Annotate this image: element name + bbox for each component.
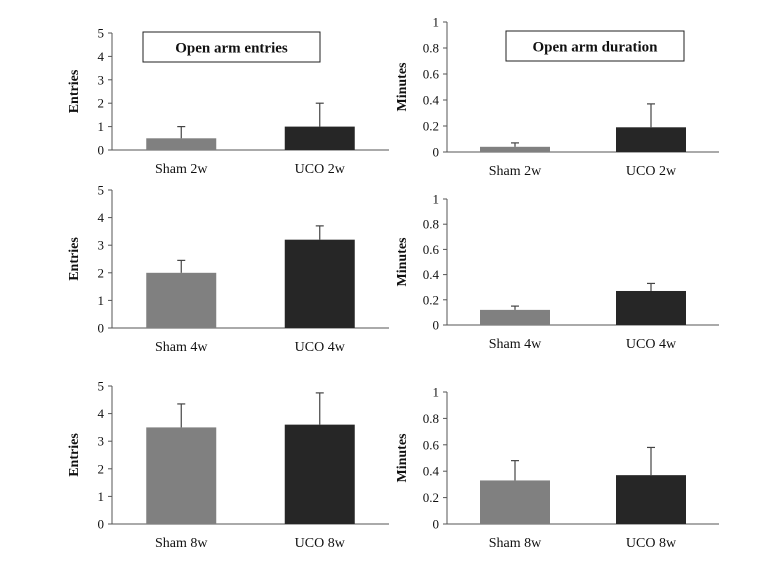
y-tick-label: 0 bbox=[98, 143, 105, 158]
y-tick-label: 0.8 bbox=[423, 217, 439, 232]
y-axis-label: Entries bbox=[67, 237, 82, 281]
y-axis-label: Minutes bbox=[395, 433, 410, 483]
y-tick-label: 0.4 bbox=[423, 464, 440, 479]
bar-sham-2w bbox=[480, 146, 550, 152]
y-tick-label: 0.8 bbox=[423, 41, 439, 56]
chart-panel-4: 0 0.2 0.4 0.6 0.8 1 Minutes Sham 4w UCO 4w bbox=[395, 192, 719, 352]
chart-panel-3: 0 1 2 3 4 5 Entries Sham 4w UCO 4w bbox=[67, 183, 389, 355]
category-label: Sham 2w bbox=[155, 162, 208, 177]
y-tick-label: 1 bbox=[98, 489, 105, 504]
y-axis-label: Minutes bbox=[395, 237, 410, 287]
category-label: UCO 8w bbox=[295, 536, 346, 551]
bar-uco-4w bbox=[284, 239, 355, 328]
y-tick-label: 3 bbox=[98, 238, 105, 253]
y-tick-label: 0 bbox=[433, 517, 440, 532]
y-tick-label: 0.6 bbox=[423, 67, 440, 82]
category-label: Sham 2w bbox=[489, 164, 542, 179]
y-tick-label: 0.2 bbox=[423, 292, 439, 307]
y-tick-label: 0.2 bbox=[423, 119, 439, 134]
category-label: Sham 8w bbox=[155, 536, 208, 551]
y-tick-label: 3 bbox=[98, 434, 105, 449]
bar-uco-4w bbox=[616, 290, 686, 325]
y-axis-label: Entries bbox=[67, 433, 82, 477]
y-tick-label: 1 bbox=[433, 192, 440, 207]
y-tick-label: 2 bbox=[98, 96, 105, 111]
y-tick-label: 1 bbox=[98, 119, 105, 134]
chart-title: Open arm entries bbox=[175, 41, 288, 57]
category-label: Sham 4w bbox=[489, 337, 542, 352]
y-tick-label: 3 bbox=[98, 72, 105, 87]
y-tick-label: 0.2 bbox=[423, 490, 439, 505]
y-tick-label: 5 bbox=[98, 183, 105, 198]
chart-title-box bbox=[142, 31, 321, 63]
chart-panel-1: 0 1 2 3 4 5 Entries Sham 2w UCO 2w Open arm entri… bbox=[67, 26, 389, 177]
y-tick-label: 0.4 bbox=[423, 267, 440, 282]
bar-sham-2w bbox=[146, 138, 217, 150]
bar-sham-8w bbox=[480, 480, 550, 524]
y-tick-label: 0 bbox=[433, 318, 440, 333]
y-tick-label: 5 bbox=[98, 26, 105, 41]
y-tick-label: 1 bbox=[98, 293, 105, 308]
y-tick-label: 1 bbox=[433, 385, 440, 400]
bar-uco-8w bbox=[616, 475, 686, 524]
category-label: Sham 8w bbox=[489, 536, 542, 551]
category-label: UCO 2w bbox=[626, 164, 677, 179]
chart-panel-5: 0 1 2 3 4 5 Entries Sham 8w UCO 8w bbox=[67, 379, 389, 551]
y-axis-label: Entries bbox=[67, 69, 82, 113]
y-tick-label: 0.6 bbox=[423, 242, 440, 257]
bar-sham-4w bbox=[480, 309, 550, 325]
y-tick-label: 0 bbox=[98, 321, 105, 336]
bar-uco-8w bbox=[284, 424, 355, 524]
y-tick-label: 0.4 bbox=[423, 93, 440, 108]
y-tick-label: 2 bbox=[98, 265, 105, 280]
bar-sham-8w bbox=[146, 427, 217, 524]
y-tick-label: 4 bbox=[98, 406, 105, 421]
bar-uco-2w bbox=[616, 127, 686, 152]
y-tick-label: 0 bbox=[98, 517, 105, 532]
category-label: UCO 8w bbox=[626, 536, 677, 551]
y-tick-label: 0 bbox=[433, 145, 440, 160]
chart-panel-2: 0 0.2 0.4 0.6 0.8 1 Minutes Sham 2w UCO 2w Open a… bbox=[395, 15, 719, 179]
y-tick-label: 0.6 bbox=[423, 437, 440, 452]
category-label: UCO 4w bbox=[295, 340, 346, 355]
y-tick-label: 0.8 bbox=[423, 411, 439, 426]
category-label: UCO 4w bbox=[626, 337, 677, 352]
y-tick-label: 5 bbox=[98, 379, 105, 394]
bar-sham-4w bbox=[146, 272, 217, 328]
bar-uco-2w bbox=[284, 126, 355, 150]
category-label: UCO 2w bbox=[295, 162, 346, 177]
y-tick-label: 1 bbox=[433, 15, 440, 30]
chart-title: Open arm duration bbox=[532, 40, 658, 56]
y-tick-label: 2 bbox=[98, 461, 105, 476]
y-axis-label: Minutes bbox=[395, 62, 410, 112]
chart-panel-6: 0 0.2 0.4 0.6 0.8 1 Minutes Sham 8w UCO 8w bbox=[395, 385, 719, 551]
category-label: Sham 4w bbox=[155, 340, 208, 355]
y-tick-label: 4 bbox=[98, 49, 105, 64]
y-tick-label: 4 bbox=[98, 210, 105, 225]
chart-title-box bbox=[505, 30, 685, 62]
